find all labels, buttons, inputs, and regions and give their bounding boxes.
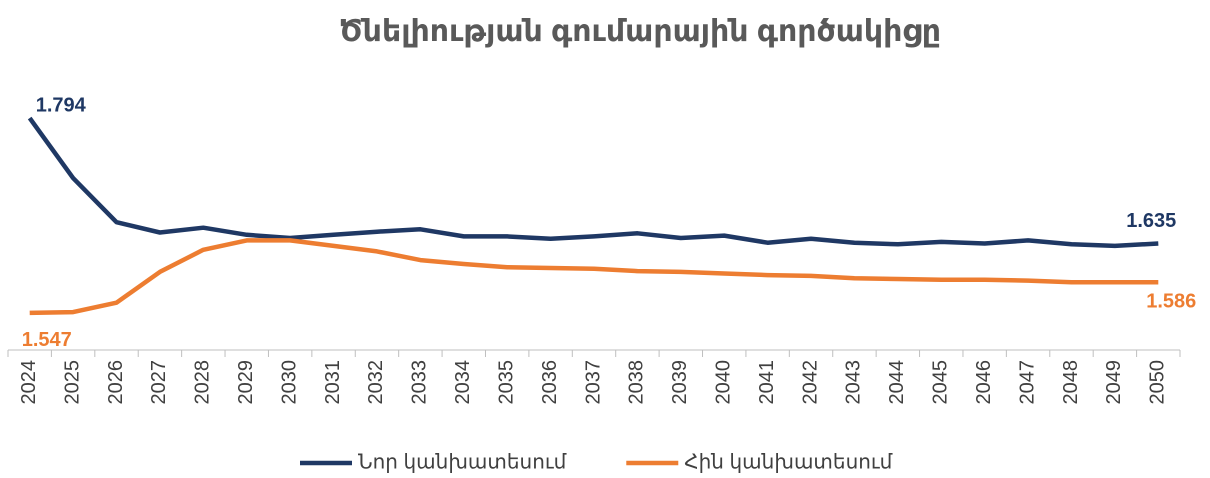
x-tick-label: 2043 [843,360,865,405]
x-tick-label: 2047 [1016,360,1038,405]
x-tick-label: 2045 [930,360,952,405]
data-label: 1.547 [22,329,72,351]
series-line [29,238,1159,316]
x-tick-label: 2046 [973,360,995,405]
x-tick-label: 2050 [1147,360,1169,405]
x-tick-label: 2024 [18,360,40,405]
x-tick-label: 2042 [799,360,821,405]
x-tick-label: 2032 [365,360,387,405]
x-tick-label: 2033 [409,360,431,405]
x-tick-label: 2025 [61,360,83,405]
x-tick-label: 2038 [626,360,648,405]
x-tick-label: 2027 [148,360,170,405]
x-tick-label: 2040 [713,360,735,405]
legend-label: Նոր կանխատեսում [358,451,567,473]
x-tick-label: 2036 [539,360,561,405]
data-label: 1.586 [1146,290,1196,312]
x-tick-label: 2037 [582,360,604,405]
x-tick-label: 2034 [452,360,474,405]
chart-title: Ծնելիության գումարային գործակիցը [339,15,941,48]
x-tick-label: 2029 [235,360,257,405]
x-tick-label: 2048 [1060,360,1082,405]
x-tick-label: 2028 [192,360,214,405]
data-label: 1.635 [1126,210,1176,232]
data-label: 1.794 [36,94,87,116]
legend-label: Հին կանխատեսում [684,451,892,473]
x-tick-label: 2044 [886,360,908,405]
x-tick-label: 2049 [1103,360,1125,405]
x-tick-label: 2031 [322,360,344,405]
x-tick-label: 2039 [669,360,691,405]
x-tick-label: 2041 [756,360,778,405]
x-tick-label: 2035 [495,360,517,405]
x-tick-label: 2030 [278,360,300,405]
x-tick-label: 2026 [105,360,127,405]
series-line [27,116,1159,249]
